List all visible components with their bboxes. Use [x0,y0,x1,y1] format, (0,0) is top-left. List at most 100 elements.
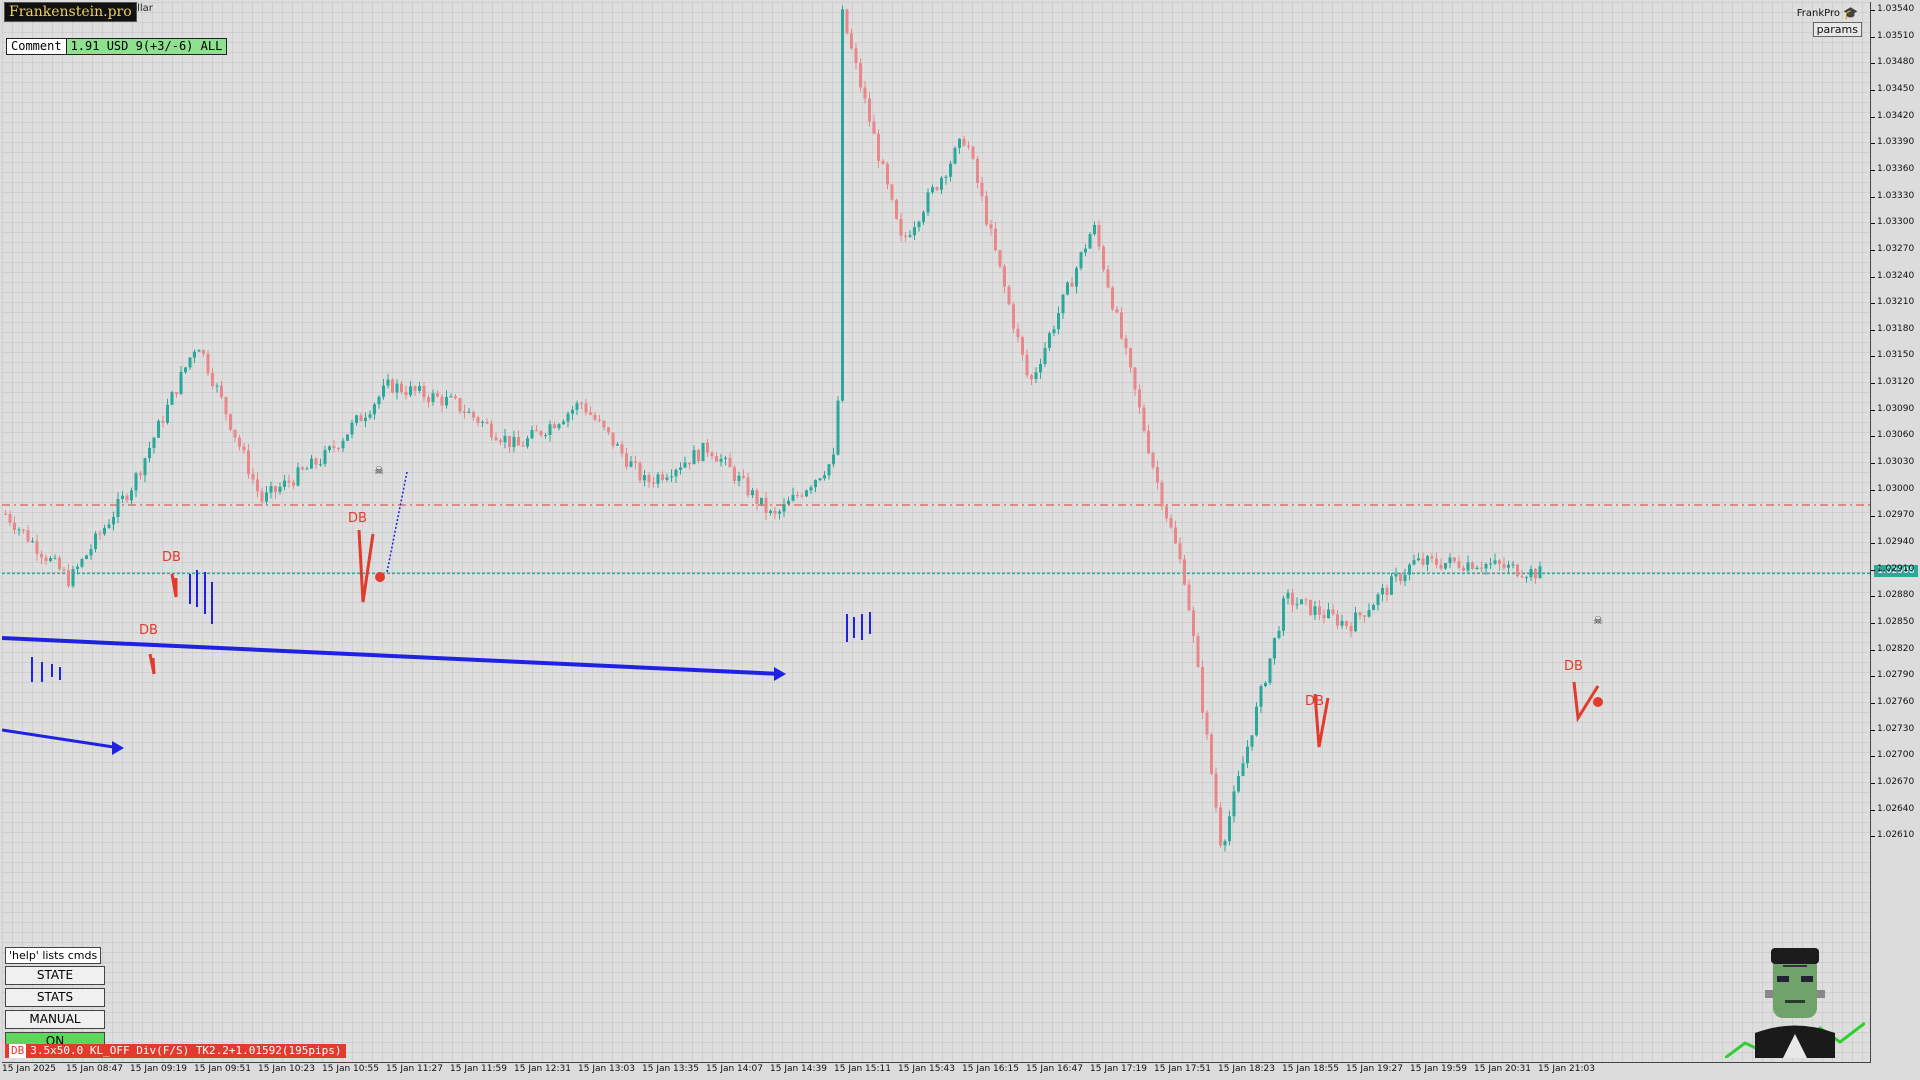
candle-body [1016,328,1020,338]
price-axis[interactable]: 1.02908 1.03540 1.03510 1.03480 1.03450 1.03… [1870,0,1920,1080]
candle-body [611,432,615,446]
candle-body [796,494,799,496]
candle-body [656,474,660,484]
candle-body [1201,667,1204,713]
candle-body [1372,604,1375,611]
time-tick-label: 15 Jan 14:07 [706,1064,763,1074]
candle-body [1030,375,1033,380]
candle-body [8,514,12,523]
candle-body [566,413,570,422]
db-label: DB [1564,659,1583,674]
candle-body [724,457,727,460]
state-button[interactable]: STATE [5,966,105,985]
candle-body [1453,557,1456,562]
candle-body [683,462,687,468]
candle-body [512,436,516,448]
candle-body [535,430,538,432]
candle-body [71,569,75,587]
candle-body [467,411,471,413]
candle-body [1093,224,1096,235]
candle-body [431,393,435,402]
candle-body [827,464,831,476]
candle-body [1475,567,1479,570]
candle-body [895,199,898,219]
candle-body [80,559,84,567]
stats-button[interactable]: STATS [5,988,105,1007]
candle-body [670,476,673,478]
candle-body [1147,430,1150,453]
candle-body [598,419,601,421]
candle-body [422,386,426,398]
candle-body [1259,686,1263,707]
candle-body [184,367,187,373]
candle-body [1489,563,1492,565]
candle-body [733,467,736,481]
account-name: FrankPro [1796,7,1841,19]
brand-logo: Frankenstein.pro [4,2,137,22]
candle-body [67,570,70,587]
candle-body [539,431,543,436]
candle-body [1331,609,1335,615]
candle-body [1268,658,1272,683]
candle-body [1178,543,1182,560]
candle-body [1493,560,1497,564]
candle-body [89,549,93,556]
candle-body [814,480,817,488]
candle-body [1007,286,1011,305]
candle-body [314,458,318,465]
candle-body [1129,348,1132,368]
candle-body [760,497,763,505]
candle-body [292,482,295,486]
price-tick-label: 1.02820 [1870,643,1915,654]
candle-body [242,446,246,451]
time-tick-label: 15 Jan 10:55 [322,1064,379,1074]
candle-body [274,486,277,492]
candle-body [1111,287,1114,310]
candle-body [971,146,975,159]
candle-body [1363,615,1366,617]
candle-body [1025,354,1029,376]
candle-body [1214,773,1218,808]
arrow-head [774,667,786,681]
candle-body [17,529,21,531]
candle-body [404,392,408,396]
candle-body [1412,560,1416,565]
candle-body [1151,452,1155,468]
candle-body [409,386,412,396]
time-axis[interactable]: 15 Jan 2025 15 Jan 08:47 15 Jan 09:19 15 Ja… [0,1063,1870,1080]
manual-button[interactable]: MANUAL [5,1010,105,1029]
candle-body [755,490,759,505]
candle-body [1358,612,1362,616]
candle-body [94,533,97,550]
time-tick-label: 15 Jan 15:43 [898,1064,955,1074]
candle-body [35,541,39,554]
time-tick-label: 15 Jan 18:23 [1218,1064,1275,1074]
price-tick-label: 1.02910 [1870,563,1915,574]
candle-body [382,385,385,397]
time-tick-label: 15 Jan 20:31 [1474,1064,1531,1074]
price-chart[interactable]: DB DB DB DB DB ☠ ☠ [2,2,1870,1062]
price-tick-label: 1.03390 [1870,137,1915,148]
price-tick-label: 1.02640 [1870,803,1915,814]
candle-body [521,445,525,447]
chart-area[interactable]: DB DB DB DB DB ☠ ☠ [2,2,1871,1063]
candle-body [1291,592,1294,606]
candle-body [368,414,372,418]
price-tick-label: 1.02880 [1870,590,1915,601]
candle-body [58,557,61,570]
candle-body [782,504,786,512]
candle-body [440,396,444,406]
candle-body [935,187,939,190]
candle-body [985,196,988,225]
time-tick-label: 15 Jan 11:27 [386,1064,443,1074]
candle-body [616,444,619,446]
candle-body [1273,637,1276,659]
candle-body [503,435,507,443]
candle-body [584,403,588,413]
params-button[interactable]: params [1812,22,1862,37]
time-tick-label: 15 Jan 2025 [2,1064,56,1074]
symbol-label: ollar [131,3,153,14]
candle-body [940,177,943,190]
candle-body [688,462,691,465]
candle-body [881,160,885,165]
